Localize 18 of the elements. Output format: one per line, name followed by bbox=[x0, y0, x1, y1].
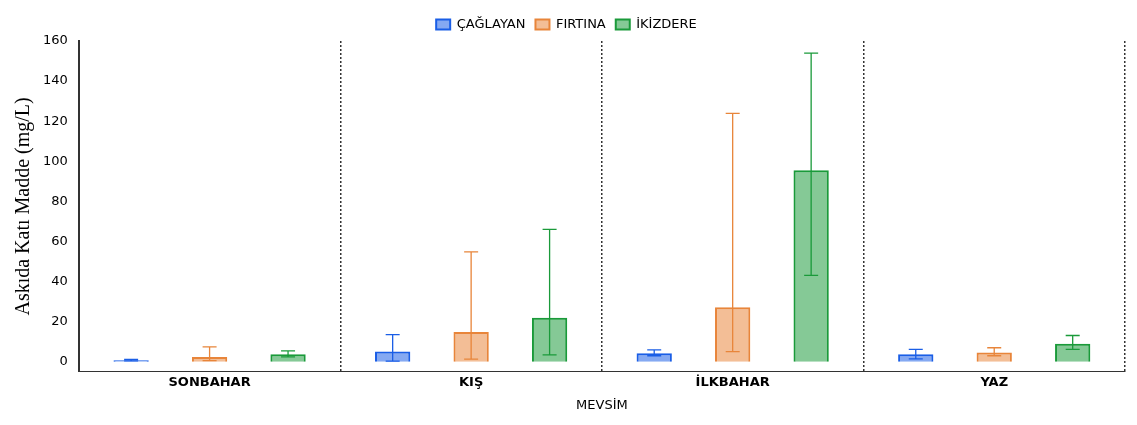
legend-label: ÇAĞLAYAN bbox=[456, 15, 526, 31]
y-tick-label: 20 bbox=[51, 313, 68, 329]
x-tick-label: İLKBAHAR bbox=[695, 373, 770, 389]
x-tick-label: YAZ bbox=[979, 373, 1009, 389]
legend-label: FIRTINA bbox=[555, 15, 606, 31]
y-tick-label: 120 bbox=[42, 112, 68, 128]
x-axis-title: MEVSİM bbox=[576, 396, 628, 412]
y-tick-label: 60 bbox=[51, 232, 68, 248]
y-tick-label: 160 bbox=[42, 32, 68, 48]
y-axis-title: Askıda Katı Madde (mg/L) bbox=[11, 97, 35, 316]
x-tick-label: KIŞ bbox=[458, 373, 484, 389]
y-tick-label: 40 bbox=[51, 272, 68, 288]
y-tick-label: 140 bbox=[42, 72, 68, 88]
legend-label: İKİZDERE bbox=[636, 15, 697, 31]
y-tick-label: 100 bbox=[42, 152, 68, 168]
x-tick-label: SONBAHAR bbox=[168, 373, 251, 389]
y-tick-label: 0 bbox=[59, 353, 68, 369]
y-tick-label: 80 bbox=[51, 192, 68, 208]
